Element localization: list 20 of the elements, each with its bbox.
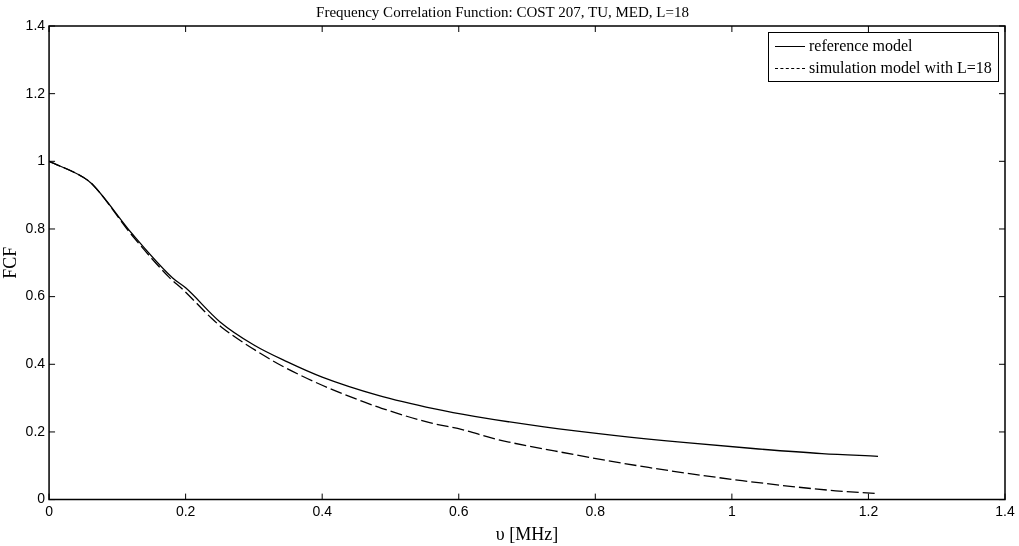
chart-title: Frequency Correlation Function: COST 207, TU, MED, L=18 xyxy=(316,3,689,20)
x-axis-title: υ [MHz] xyxy=(495,523,559,544)
y-axis-title: FCF xyxy=(0,246,20,279)
y-tick-label: 1 xyxy=(37,152,46,169)
x-tick-label: 1.2 xyxy=(858,502,879,519)
x-tick-label: 0.4 xyxy=(312,502,333,519)
y-tick-label: 0.4 xyxy=(25,355,46,372)
y-tick-label: 0.2 xyxy=(25,422,46,439)
x-tick-label: 1.4 xyxy=(995,502,1015,519)
legend-label: simulation model with L=18 xyxy=(809,59,992,77)
x-tick-label: 1 xyxy=(727,502,736,519)
x-tick-label: 0.6 xyxy=(449,502,469,519)
y-tick-label: 0.8 xyxy=(25,219,46,236)
x-tick-label: 0.8 xyxy=(585,502,606,519)
y-tick-label: 1.4 xyxy=(25,16,46,33)
legend-label: reference model xyxy=(809,37,913,55)
y-tick-label: 0 xyxy=(37,490,46,507)
y-tick-label: 0.6 xyxy=(25,287,46,304)
y-tick-label: 1.2 xyxy=(25,84,46,101)
x-tick-label: 0.2 xyxy=(175,502,196,519)
